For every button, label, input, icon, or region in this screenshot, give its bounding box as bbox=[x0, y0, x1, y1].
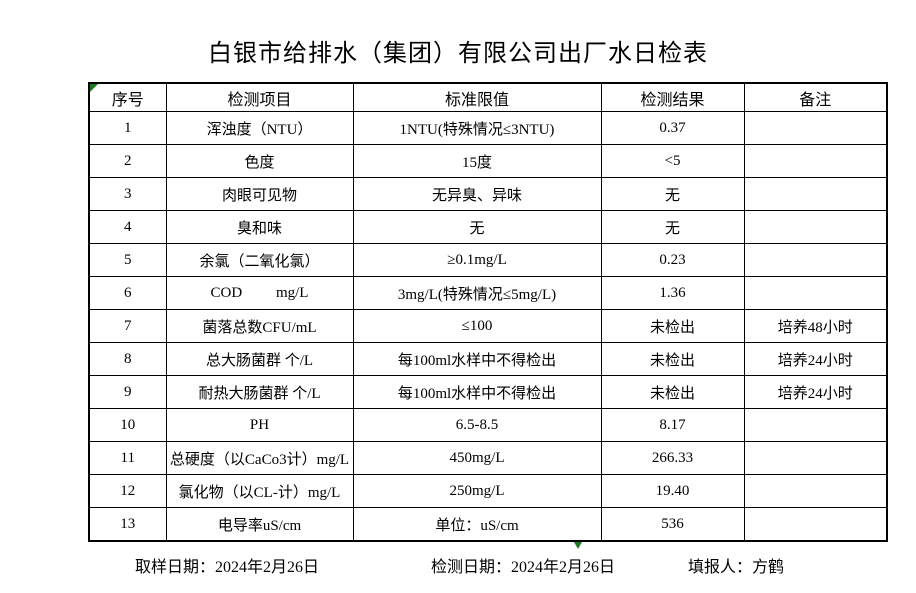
cell-standard: 450mg/L bbox=[352, 441, 602, 475]
table-row: 7 菌落总数CFU/mL ≤100 未检出 培养48小时 bbox=[88, 309, 888, 343]
cell-item: 浑浊度（NTU） bbox=[165, 111, 354, 145]
cell-remark bbox=[743, 408, 888, 442]
cell-standard: 3mg/L(特殊情况≤5mg/L) bbox=[352, 276, 602, 310]
table-row: 5 余氯（二氧化氯） ≥0.1mg/L 0.23 bbox=[88, 243, 888, 277]
header-standard: 标准限值 bbox=[352, 82, 602, 112]
table-row: 13 电导率uS/cm 单位：uS/cm 536 bbox=[88, 507, 888, 542]
cell-remark: 培养24小时 bbox=[743, 342, 888, 376]
cell-serial: 1 bbox=[88, 111, 167, 145]
cell-serial: 2 bbox=[88, 144, 167, 178]
cell-remark: 培养48小时 bbox=[743, 309, 888, 343]
cell-item: 总硬度（以CaCo3计）mg/L bbox=[165, 441, 354, 475]
cell-result: 8.17 bbox=[600, 408, 745, 442]
cell-remark bbox=[743, 243, 888, 277]
cell-result: 未检出 bbox=[600, 342, 745, 376]
cell-item: 总大肠菌群 个/L bbox=[165, 342, 354, 376]
cell-result: 0.23 bbox=[600, 243, 745, 277]
cell-serial: 13 bbox=[88, 507, 167, 542]
cell-item: PH bbox=[165, 408, 354, 442]
cell-serial: 8 bbox=[88, 342, 167, 376]
cell-item: 余氯（二氧化氯） bbox=[165, 243, 354, 277]
table-row: 12 氯化物（以CL-计）mg/L 250mg/L 19.40 bbox=[88, 474, 888, 508]
cell-standard: ≥0.1mg/L bbox=[352, 243, 602, 277]
sample-date: 取样日期：2024年2月26日 bbox=[135, 559, 320, 576]
cell-standard: 单位：uS/cm bbox=[352, 507, 602, 542]
cell-item: 臭和味 bbox=[165, 210, 354, 244]
cell-standard: 无异臭、异味 bbox=[352, 177, 602, 211]
cell-serial: 5 bbox=[88, 243, 167, 277]
cell-standard: 每100ml水样中不得检出 bbox=[352, 375, 602, 409]
page-title: 白银市给排水（集团）有限公司出厂水日检表 bbox=[208, 41, 708, 67]
cell-item: 氯化物（以CL-计）mg/L bbox=[165, 474, 354, 508]
cell-serial: 6 bbox=[88, 276, 167, 310]
cell-standard: 每100ml水样中不得检出 bbox=[352, 342, 602, 376]
cell-serial: 9 bbox=[88, 375, 167, 409]
cell-serial: 11 bbox=[88, 441, 167, 475]
cell-item: 菌落总数CFU/mL bbox=[165, 309, 354, 343]
cell-result: 266.33 bbox=[600, 441, 745, 475]
reporter: 填报人：方鹤 bbox=[688, 559, 785, 576]
cell-remark bbox=[743, 507, 888, 542]
cell-remark bbox=[743, 474, 888, 508]
cell-standard: ≤100 bbox=[352, 309, 602, 343]
cell-serial: 10 bbox=[88, 408, 167, 442]
cell-result: 0.37 bbox=[600, 111, 745, 145]
cell-remark bbox=[743, 210, 888, 244]
cell-remark bbox=[743, 144, 888, 178]
table-row: 1 浑浊度（NTU） 1NTU(特殊情况≤3NTU) 0.37 bbox=[88, 111, 888, 145]
water-inspection-table: 序号 检测项目 标准限值 检测结果 备注 1 浑浊度（NTU） 1NTU(特殊情… bbox=[88, 82, 888, 542]
table-row: 8 总大肠菌群 个/L 每100ml水样中不得检出 未检出 培养24小时 bbox=[88, 342, 888, 376]
fill-handle-indicator-icon bbox=[574, 542, 582, 549]
cell-result: 19.40 bbox=[600, 474, 745, 508]
cell-remark bbox=[743, 441, 888, 475]
table-row: 2 色度 15度 <5 bbox=[88, 144, 888, 178]
cell-standard: 1NTU(特殊情况≤3NTU) bbox=[352, 111, 602, 145]
cell-result: 未检出 bbox=[600, 375, 745, 409]
cell-remark bbox=[743, 177, 888, 211]
table-row: 6 COD mg/L 3mg/L(特殊情况≤5mg/L) 1.36 bbox=[88, 276, 888, 310]
cell-result: 536 bbox=[600, 507, 745, 542]
cell-remark bbox=[743, 276, 888, 310]
header-item: 检测项目 bbox=[165, 82, 354, 112]
table-row: 3 肉眼可见物 无异臭、异味 无 bbox=[88, 177, 888, 211]
table-row: 10 PH 6.5-8.5 8.17 bbox=[88, 408, 888, 442]
cell-standard: 15度 bbox=[352, 144, 602, 178]
cell-result: 无 bbox=[600, 177, 745, 211]
cell-serial: 7 bbox=[88, 309, 167, 343]
cell-item: 肉眼可见物 bbox=[165, 177, 354, 211]
header-serial: 序号 bbox=[88, 82, 167, 112]
cell-remark: 培养24小时 bbox=[743, 375, 888, 409]
cell-standard: 6.5-8.5 bbox=[352, 408, 602, 442]
cell-standard: 无 bbox=[352, 210, 602, 244]
cell-serial: 12 bbox=[88, 474, 167, 508]
table-row: 9 耐热大肠菌群 个/L 每100ml水样中不得检出 未检出 培养24小时 bbox=[88, 375, 888, 409]
cell-remark bbox=[743, 111, 888, 145]
cell-standard: 250mg/L bbox=[352, 474, 602, 508]
cell-result: 1.36 bbox=[600, 276, 745, 310]
cell-item: 电导率uS/cm bbox=[165, 507, 354, 542]
cell-result: <5 bbox=[600, 144, 745, 178]
cell-result: 无 bbox=[600, 210, 745, 244]
header-row: 序号 检测项目 标准限值 检测结果 备注 bbox=[88, 82, 888, 112]
cell-item: COD mg/L bbox=[165, 276, 354, 310]
header-result: 检测结果 bbox=[600, 82, 745, 112]
cell-serial: 3 bbox=[88, 177, 167, 211]
header-remark: 备注 bbox=[743, 82, 888, 112]
test-date: 检测日期：2024年2月26日 bbox=[431, 559, 616, 576]
cell-serial: 4 bbox=[88, 210, 167, 244]
cell-item: 色度 bbox=[165, 144, 354, 178]
cell-result: 未检出 bbox=[600, 309, 745, 343]
cell-item: 耐热大肠菌群 个/L bbox=[165, 375, 354, 409]
table-row: 11 总硬度（以CaCo3计）mg/L 450mg/L 266.33 bbox=[88, 441, 888, 475]
table-row: 4 臭和味 无 无 bbox=[88, 210, 888, 244]
